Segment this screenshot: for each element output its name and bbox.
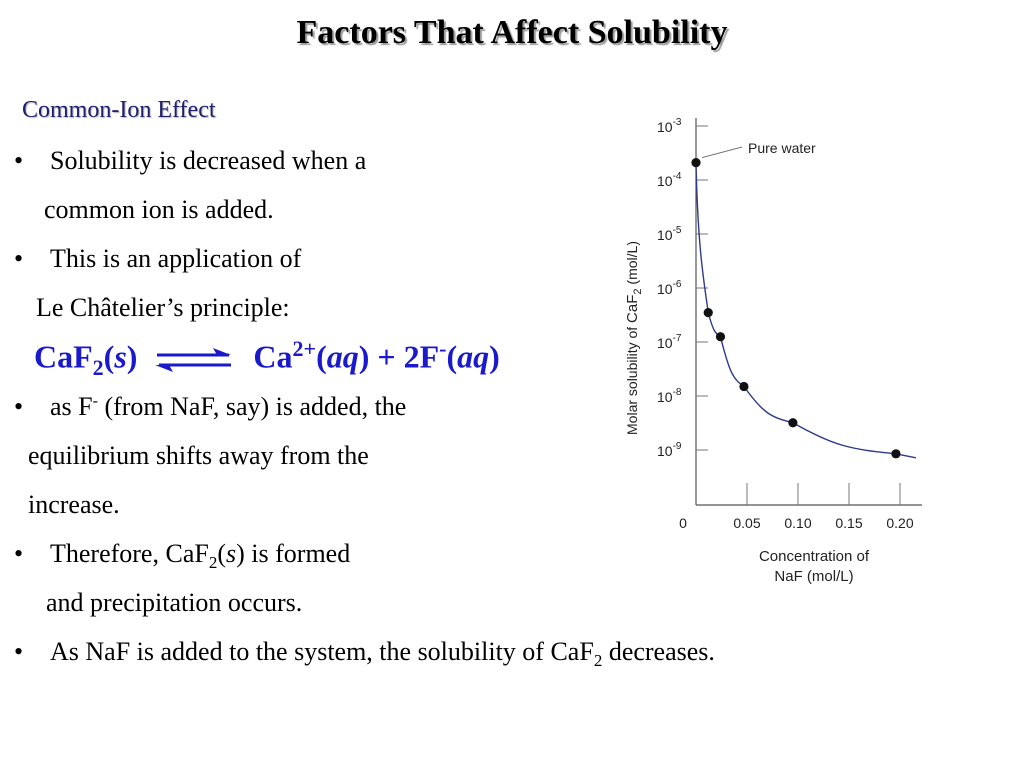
y-tick-base: 10	[657, 173, 673, 189]
solubility-chart: 10-310-410-510-610-710-810-90 0.05 0.10 0.1…	[624, 117, 922, 585]
y-tick-label: 10-3	[657, 117, 682, 135]
y-tick-base: 10	[657, 119, 673, 135]
y-tick-base: 10	[657, 443, 673, 459]
y-tick-label: 10-4	[657, 171, 682, 189]
eq-product-1: Ca	[253, 338, 293, 375]
y-tick-exponent: -4	[673, 171, 682, 182]
y-tick-exponent: -6	[673, 279, 682, 290]
y-axis-label-formula: CaF	[624, 295, 641, 323]
bullet-3-pre: as F	[50, 392, 93, 421]
eq-product-2-charge: -	[439, 336, 447, 361]
bullet-3-line-2: equilibrium shifts away from the	[28, 441, 369, 470]
y-tick-exponent: -5	[673, 225, 682, 236]
bullet-5-line: As NaF is added to the system, the solub…	[50, 637, 715, 671]
annotation-leader-line	[701, 146, 743, 159]
y-tick-base: 10	[657, 281, 673, 297]
y-axis-label: Molar solubility of CaF2 (mol/L)	[624, 241, 644, 435]
bullet-1-line-2: common ion is added.	[44, 195, 274, 224]
x-tick-label: 0.05	[733, 515, 760, 531]
eq-reactant: CaF	[34, 338, 93, 375]
y-tick-label: 10-9	[657, 441, 682, 459]
data-point	[891, 449, 901, 459]
bullet-4-state: s	[226, 539, 237, 568]
chart-axes	[695, 118, 922, 506]
x-tick-label: 0.15	[835, 515, 862, 531]
x-axis-label-formula: NaF	[774, 568, 802, 585]
eq-reactant-sub: 2	[92, 355, 104, 381]
solubility-curve	[695, 162, 917, 459]
y-tick-label: 10-8	[657, 387, 682, 405]
x-tick-label: 0	[679, 515, 687, 531]
eq-product-2-state-close: )	[489, 338, 500, 375]
bullet-5-sub: 2	[593, 651, 603, 671]
y-tick-label: 10-7	[657, 333, 682, 351]
y-tick-base: 10	[657, 227, 673, 243]
page-title: Factors That Affect Solubility	[296, 14, 728, 51]
bullet-4-open: (	[217, 539, 226, 568]
y-tick-exponent: -9	[673, 441, 682, 452]
bullet-marker: •	[14, 392, 24, 421]
x-axis-label-post: (mol/L)	[803, 568, 854, 585]
bullet-3-line-3: increase.	[28, 490, 120, 519]
eq-plus: +	[369, 338, 404, 375]
eq-product-2: 2F	[403, 338, 440, 375]
y-tick-exponent: -3	[673, 117, 682, 128]
eq-product-1-state-close: )	[358, 338, 370, 375]
bullet-3-line-1: as F- (from NaF, say) is added, the	[50, 392, 406, 422]
x-axis-label-line-1: Concentration of	[759, 548, 870, 565]
section-subtitle: Common-Ion Effect	[22, 97, 216, 123]
data-point	[703, 308, 713, 318]
chart-ticks: 10-310-410-510-610-710-810-90 0.05 0.10 0.1…	[657, 117, 914, 531]
bullet-2-line-2: Le Châtelier’s principle:	[36, 293, 290, 322]
data-point	[788, 418, 798, 428]
y-tick-base: 10	[657, 389, 673, 405]
y-axis-label-post: (mol/L)	[624, 241, 640, 288]
bullet-4-line-1: Therefore, CaF2(s) is formed	[50, 539, 350, 573]
eq-reactant-state-open: (	[103, 338, 115, 375]
equilibrium-arrows-icon	[155, 348, 232, 373]
data-point	[715, 332, 726, 342]
y-axis-label-pre: Molar solubility of	[624, 323, 640, 435]
bullet-marker: •	[14, 146, 24, 175]
data-point	[691, 158, 701, 168]
eq-product-2-state: aq	[457, 338, 490, 375]
y-tick-exponent: -7	[673, 333, 682, 344]
x-tick-label: 0.10	[784, 515, 811, 531]
eq-product-1-charge: 2+	[292, 336, 317, 361]
bullet-4-post: ) is formed	[236, 539, 351, 568]
y-tick-label: 10-5	[657, 225, 682, 243]
equilibrium-equation: CaF2(s) Ca2+(aq) + 2F-(aq)	[34, 336, 500, 381]
chart-annotation: Pure water	[701, 140, 816, 159]
eq-product-1-state-open: (	[316, 338, 327, 375]
annotation-label: Pure water	[748, 140, 816, 156]
bullet-3-post: (from NaF, say) is added, the	[97, 392, 407, 421]
data-point	[739, 381, 749, 392]
eq-reactant-state-close: )	[126, 338, 138, 375]
bullet-4-pre: Therefore, CaF	[50, 539, 209, 568]
x-axis-label-line-2: NaF (mol/L)	[774, 568, 853, 585]
bullet-marker: •	[14, 539, 24, 568]
chart-points	[691, 158, 901, 459]
bullet-marker: •	[14, 244, 24, 273]
eq-reactant-state: s	[114, 338, 127, 375]
bullet-5-pre: As NaF is added to the system, the solub…	[50, 637, 594, 666]
y-axis-label-sub: 2	[632, 288, 644, 294]
eq-product-2-state-open: (	[446, 338, 458, 375]
y-tick-exponent: -8	[673, 387, 682, 398]
x-tick-label: 0.20	[886, 515, 913, 531]
bullet-3-sup: -	[92, 392, 98, 410]
bullet-2-line-1: This is an application of	[50, 244, 302, 273]
bullet-1-line-1: Solubility is decreased when a	[50, 146, 367, 175]
y-tick-label: 10-6	[657, 279, 682, 297]
bullet-5-post: decreases.	[602, 637, 715, 666]
bullet-4-sub: 2	[208, 553, 218, 573]
bullet-4-line-2: and precipitation occurs.	[46, 588, 303, 617]
eq-product-1-state: aq	[326, 338, 359, 375]
y-tick-base: 10	[657, 335, 673, 351]
bullet-marker: •	[14, 637, 24, 666]
